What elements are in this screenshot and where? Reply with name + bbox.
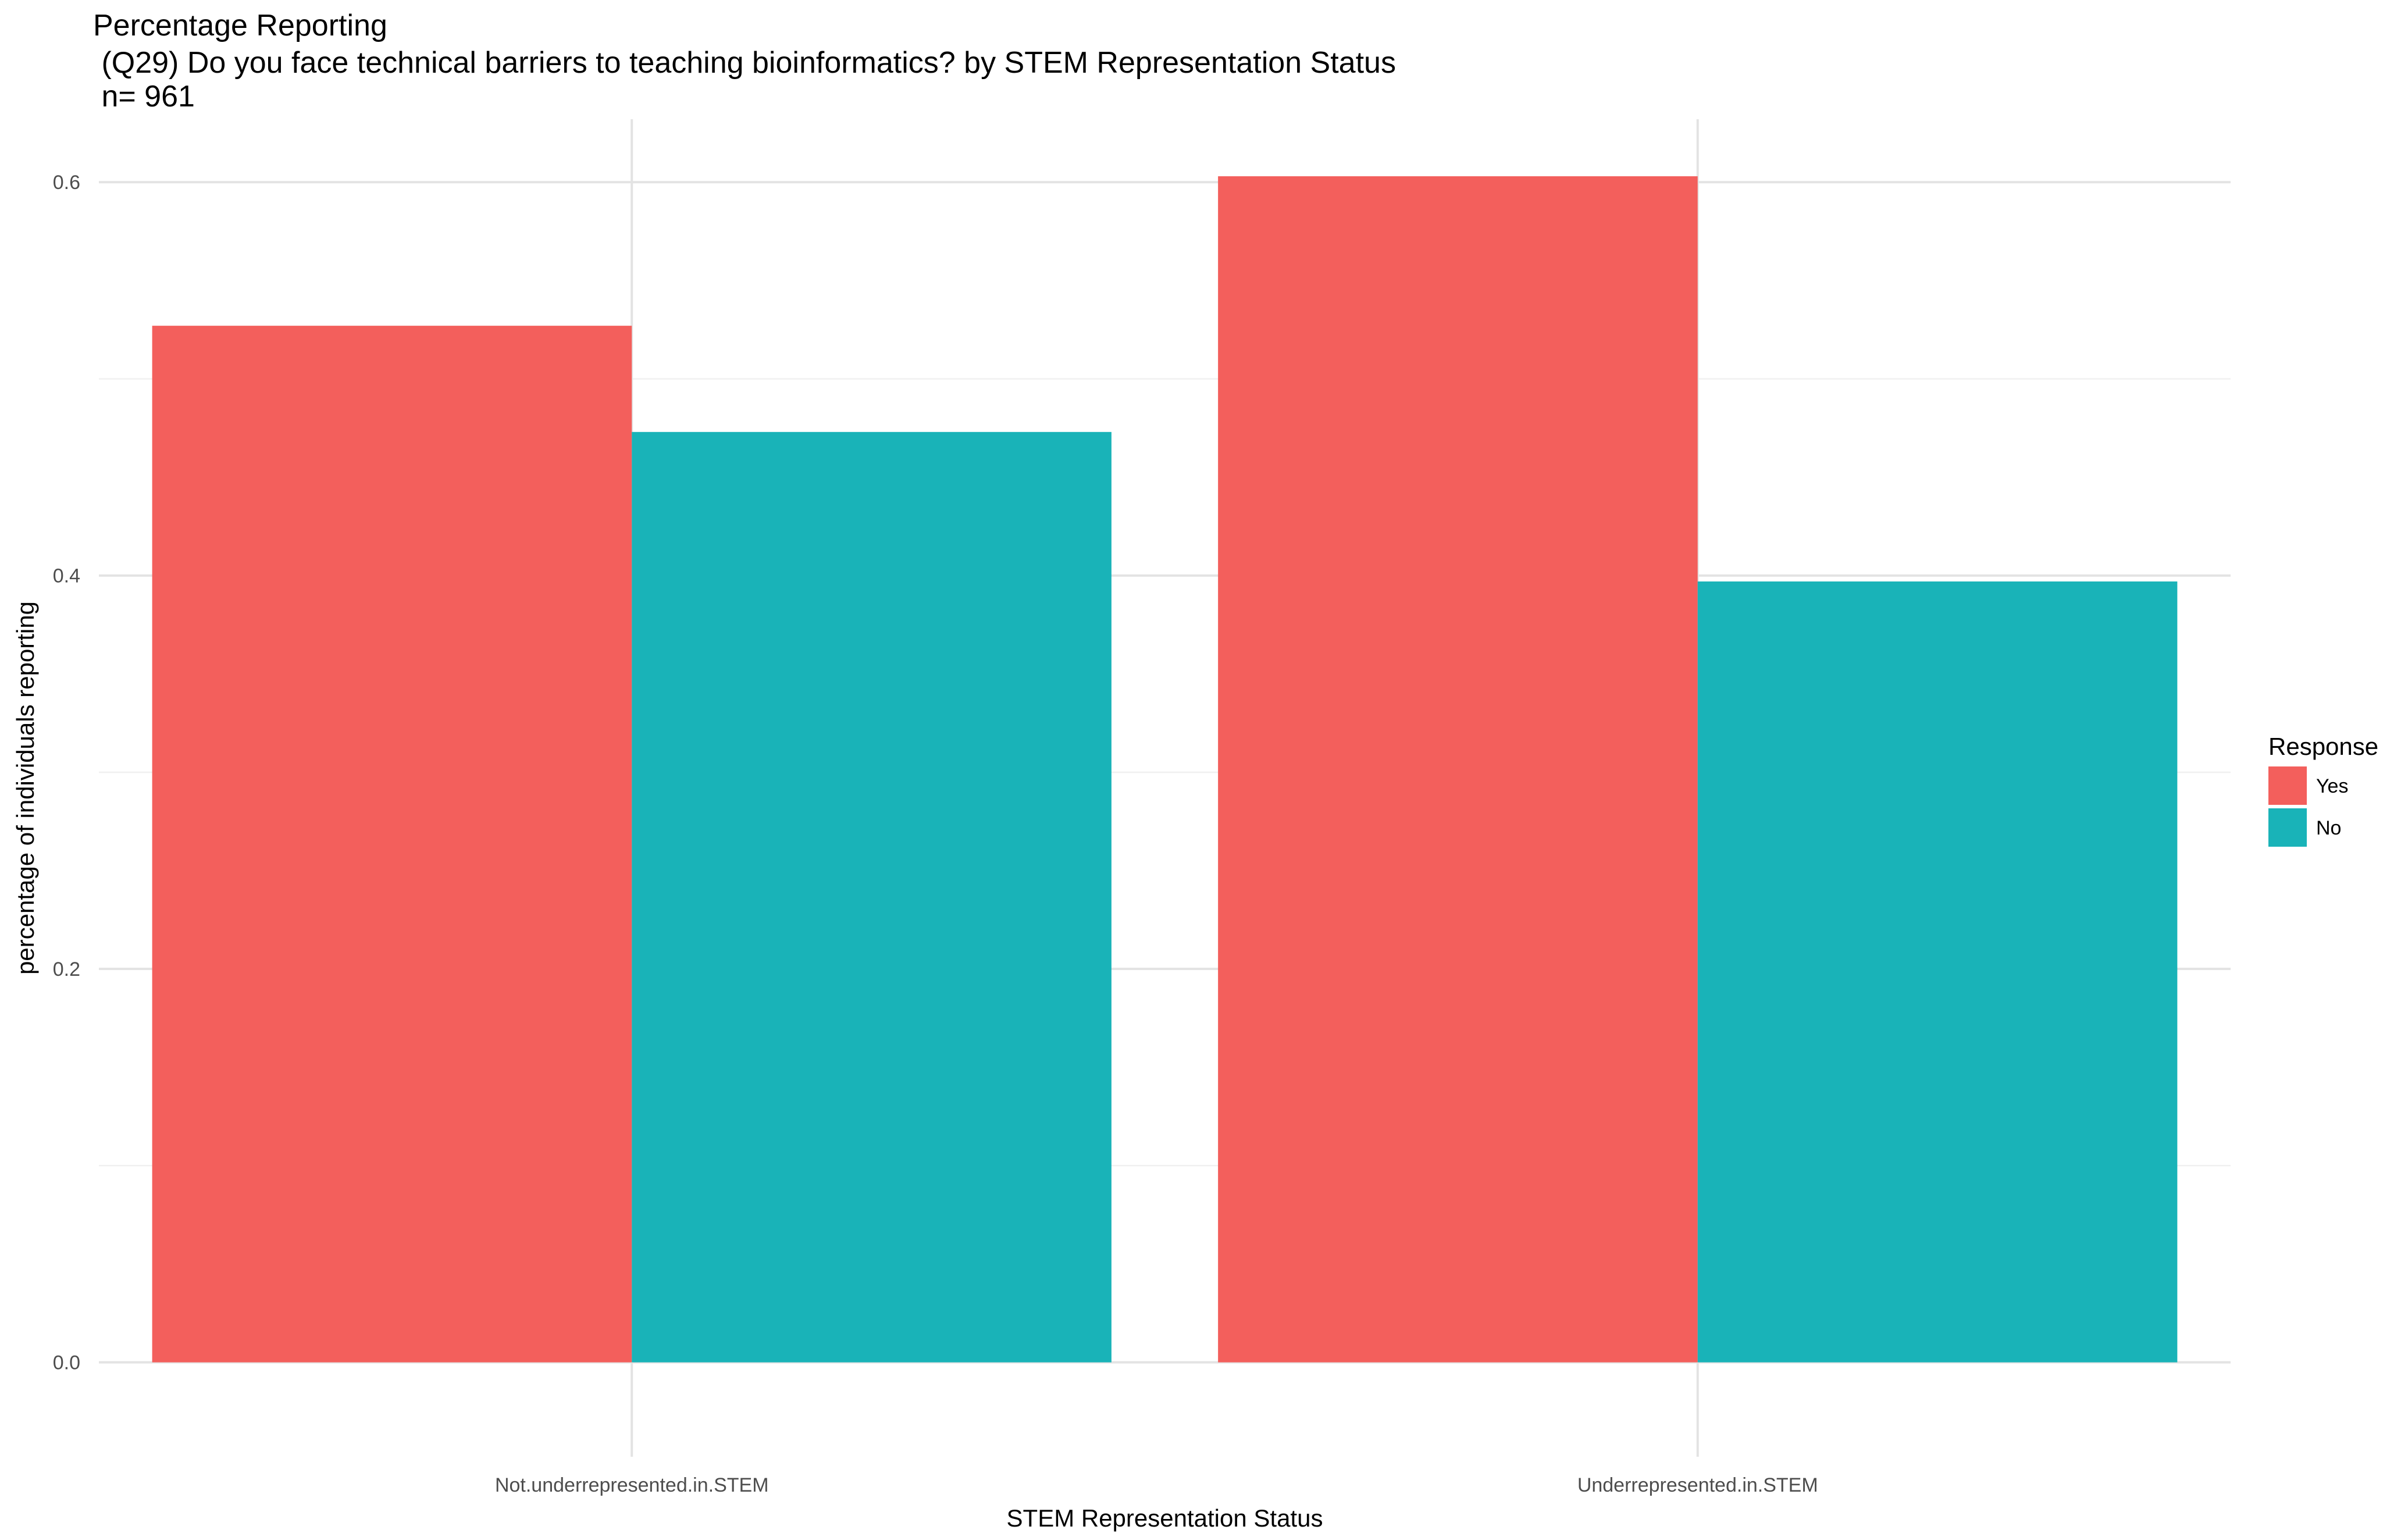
title-line-3: n= 961 [93, 80, 195, 113]
bar-yes-0 [152, 326, 632, 1363]
bars [152, 176, 2178, 1363]
x-tick-label-0: Not.underrepresented.in.STEM [495, 1474, 769, 1496]
axis-labels: 0.0 0.2 0.4 0.6 Not.underrepresented.in.STEM… [12, 172, 1818, 1532]
y-tick-label-0: 0.0 [53, 1352, 80, 1374]
legend-title: Response [2268, 733, 2378, 760]
y-axis-title: percentage of individuals reporting [12, 601, 39, 975]
x-tick-label-1: Underrepresented.in.STEM [1577, 1474, 1818, 1496]
legend-key-no [2268, 808, 2307, 847]
y-tick-label-3: 0.6 [53, 172, 80, 194]
title-line-2: (Q29) Do you face technical barriers to … [93, 46, 1396, 80]
legend-label-yes: Yes [2316, 775, 2348, 797]
legend: Response Yes No [2268, 733, 2378, 847]
legend-key-yes [2268, 766, 2307, 805]
y-tick-label-2: 0.4 [53, 565, 80, 587]
x-axis-title: STEM Representation Status [1007, 1504, 1323, 1532]
bar-yes-1 [1218, 176, 1698, 1363]
legend-label-no: No [2316, 817, 2341, 839]
bar-no-1 [1697, 581, 2178, 1363]
title-line-1: Percentage Reporting [93, 9, 387, 42]
bar-no-0 [632, 431, 1112, 1363]
y-tick-label-1: 0.2 [53, 958, 80, 980]
